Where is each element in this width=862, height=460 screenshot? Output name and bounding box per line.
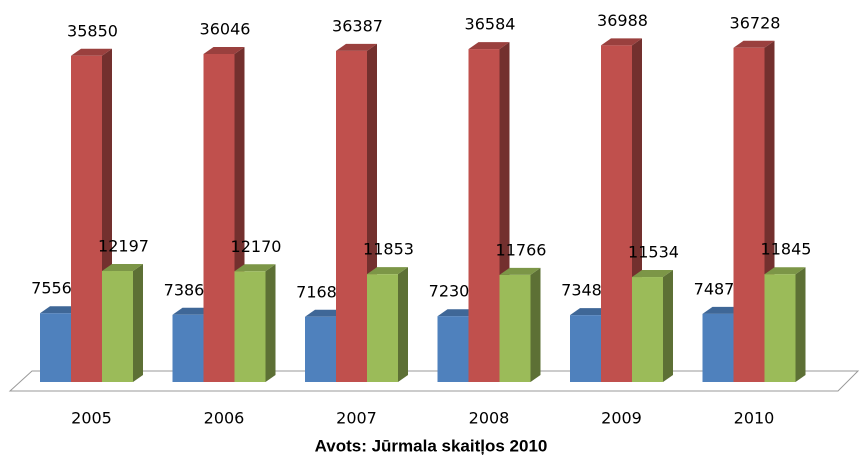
data-label: 36046 <box>200 19 251 38</box>
bar-top <box>305 309 346 317</box>
source: Avots: Jūrmala skaitļos 2010 <box>315 436 548 455</box>
x-tick-label: 2009 <box>601 409 642 428</box>
bar-top <box>733 40 775 48</box>
data-label: 36584 <box>465 15 516 34</box>
bar-front <box>601 45 632 382</box>
bar-side <box>398 267 408 382</box>
data-label: 11534 <box>628 243 679 262</box>
bar-front <box>102 271 133 382</box>
data-label: 11845 <box>761 240 812 259</box>
bar-top <box>764 267 806 275</box>
bar-side <box>265 264 276 382</box>
bar-front <box>71 55 102 382</box>
bar <box>764 267 806 382</box>
bar-top <box>102 264 143 272</box>
data-label: 36387 <box>332 16 383 35</box>
bar <box>601 38 642 382</box>
bar-top <box>172 307 214 315</box>
bar-front <box>733 47 765 382</box>
bar-top <box>601 38 642 46</box>
data-label: 7556 <box>31 279 72 298</box>
x-tick-label: 2010 <box>734 409 775 428</box>
data-label: 7348 <box>561 281 602 300</box>
bar-top <box>468 42 510 50</box>
bar-top <box>234 264 276 272</box>
bar-front <box>499 274 531 382</box>
bar-top <box>203 46 245 54</box>
bar-top <box>437 309 479 317</box>
bar <box>102 264 143 382</box>
bar-front <box>632 277 663 382</box>
data-label: 12197 <box>98 237 149 256</box>
bar-front <box>702 313 734 382</box>
bar-side <box>795 267 806 382</box>
bar <box>367 267 408 382</box>
bar <box>499 267 541 382</box>
bar-front <box>172 314 204 382</box>
bar-top <box>499 267 541 275</box>
bar-front <box>468 49 500 382</box>
bar-front <box>305 316 336 382</box>
data-label: 11766 <box>496 240 547 259</box>
data-label: 11853 <box>363 240 414 259</box>
data-label: 35850 <box>67 21 118 40</box>
bar-side <box>133 264 143 382</box>
x-tick-label: 2007 <box>336 409 377 428</box>
bar-front <box>40 313 71 382</box>
bar-top <box>702 306 744 314</box>
bar-front <box>367 274 398 382</box>
x-tick-label: 2006 <box>204 409 245 428</box>
bar-top <box>40 306 81 314</box>
bar-top <box>71 48 112 56</box>
bar-front <box>203 53 235 383</box>
bar-front <box>570 315 601 382</box>
x-tick-label: 2008 <box>469 409 510 428</box>
bar-front <box>764 274 796 382</box>
data-label: 7168 <box>296 282 337 301</box>
bar-top <box>570 308 611 316</box>
data-label: 36728 <box>730 13 781 32</box>
data-label: 7487 <box>694 279 735 298</box>
bar <box>234 264 276 382</box>
bar-top <box>336 43 377 51</box>
data-label: 7230 <box>429 282 470 301</box>
bar-front <box>336 50 367 383</box>
bar-front <box>437 316 469 382</box>
bar-front <box>234 271 266 382</box>
bar-top <box>632 270 673 278</box>
data-label: 7386 <box>164 280 205 299</box>
data-label: 12170 <box>231 237 282 256</box>
bar-side <box>663 270 673 382</box>
bar-top <box>367 267 408 275</box>
x-tick-label: 2005 <box>71 409 112 428</box>
data-label: 36988 <box>597 11 648 30</box>
bar-side <box>530 267 541 382</box>
bar <box>632 270 673 382</box>
